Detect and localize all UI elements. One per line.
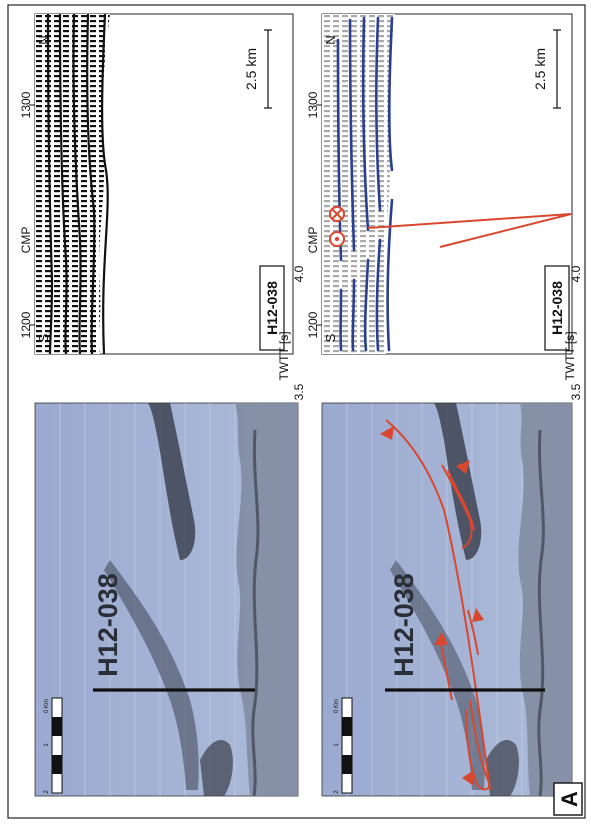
out-of-page-symbol (329, 231, 345, 247)
twtt-axis-label: TWTT [s] (277, 331, 291, 380)
fault-barbs (380, 426, 484, 786)
cmp-tick-1300: 1300 (306, 91, 320, 118)
seismic-section-top: CMP 1200 1300 S N 2.5 km H12-038 3.5 4.0… (19, 13, 306, 400)
reflector-fill (35, 14, 110, 354)
fault-traces (385, 419, 491, 791)
panel-letter-box: A (553, 782, 583, 816)
twtt-tick-3.5: 3.5 (569, 383, 583, 400)
twtt-axis-label: TWTT [s] (563, 331, 577, 380)
seismic-scale-bar: 2.5 km (233, 26, 272, 114)
map-line-label: H12-038 (389, 573, 419, 677)
bathymetry-map-bottom: H12-038 0 Km 1 2 (321, 402, 573, 797)
horizon-picks (336, 16, 394, 352)
bathymetry-map-top: H12-038 0 Km 1 2 (34, 402, 299, 797)
direction-south: S (323, 333, 338, 342)
motion-symbols (329, 206, 345, 247)
seafloor-relief (235, 403, 298, 796)
scale-label-1: 1 (334, 743, 340, 747)
direction-north: N (323, 35, 338, 44)
seismic-scale-bar: 2.5 km (522, 26, 561, 114)
cmp-label: CMP (306, 227, 320, 254)
twtt-tick-4.0: 4.0 (569, 265, 583, 282)
seismic-line-label: H12-038 (544, 265, 570, 351)
scale-label-2: 2 (334, 790, 340, 794)
scale-label-1: 1 (44, 743, 50, 747)
into-page-symbol (329, 206, 345, 222)
twtt-tick-3.5: 3.5 (292, 383, 306, 400)
svg-text:2.5 km: 2.5 km (243, 48, 259, 90)
direction-north: N (36, 35, 51, 44)
cmp-tick-1200: 1200 (306, 311, 320, 338)
cmp-label: CMP (19, 227, 33, 254)
seismic-faults (367, 213, 572, 248)
map-line-label: H12-038 (93, 573, 123, 677)
svg-text:H12-038: H12-038 (549, 281, 565, 335)
cmp-tick-1200: 1200 (19, 311, 33, 338)
svg-text:H12-038: H12-038 (264, 281, 280, 335)
scale-label-2: 2 (44, 790, 50, 794)
scale-label-0: 0 Km (334, 699, 340, 713)
svg-text:2.5 km: 2.5 km (532, 48, 548, 90)
cmp-tick-1300: 1300 (19, 91, 33, 118)
twtt-tick-4.0: 4.0 (292, 265, 306, 282)
scale-label-0: 0 Km (44, 699, 50, 713)
panel-letter: A (557, 791, 582, 807)
direction-south: S (36, 333, 51, 342)
map-scale-bar: 0 Km 1 2 (334, 697, 353, 794)
seismic-line-label: H12-038 (259, 265, 285, 351)
seismic-section-bottom: CMP 1200 1300 S N 2.5 km H12-038 3.5 4.0… (306, 13, 583, 400)
map-scale-bar: 0 Km 1 2 (44, 697, 63, 794)
